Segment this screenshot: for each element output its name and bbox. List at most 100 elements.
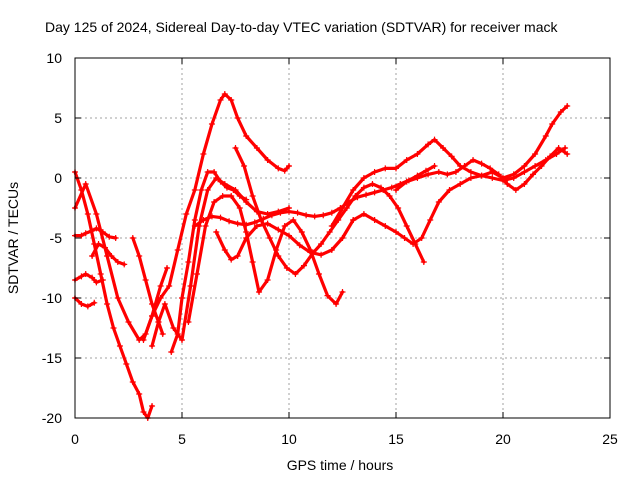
- data-point: [529, 171, 536, 178]
- data-point: [95, 241, 102, 247]
- data-point: [549, 121, 556, 127]
- data-point: [140, 409, 147, 415]
- data-point: [114, 259, 121, 265]
- data-point: [217, 214, 224, 221]
- data-point: [191, 187, 198, 193]
- data-point: [191, 223, 198, 229]
- x-axis-label: GPS time / hours: [287, 457, 394, 473]
- data-point: [136, 253, 143, 259]
- data-point: [352, 193, 359, 199]
- data-point: [393, 187, 399, 193]
- data-point: [296, 242, 303, 249]
- y-tick-labels: -20 -15 -10 -5 0 5 10: [42, 50, 62, 426]
- data-point: [253, 145, 260, 151]
- data-point: [294, 209, 301, 216]
- data-point: [116, 343, 123, 349]
- data-point: [243, 235, 250, 241]
- data-point: [427, 217, 434, 223]
- data-point: [555, 145, 562, 151]
- data-point: [478, 172, 485, 179]
- data-point: [99, 229, 106, 235]
- data-point: [418, 235, 425, 241]
- data-point: [286, 232, 292, 239]
- data-point: [170, 325, 177, 331]
- data-point: [298, 229, 305, 235]
- data-point: [264, 277, 271, 283]
- data-point: [234, 220, 241, 227]
- data-point: [264, 157, 271, 163]
- data-point: [510, 175, 517, 181]
- data-point: [164, 265, 171, 271]
- data-point: [425, 171, 432, 178]
- data-point: [487, 165, 494, 172]
- data-point: [129, 379, 136, 385]
- data-point: [401, 235, 408, 241]
- data-point: [101, 244, 108, 251]
- y-tick-label: -5: [50, 230, 63, 246]
- data-point: [243, 229, 250, 235]
- data-point: [89, 227, 96, 234]
- y-tick-label: -15: [42, 350, 62, 366]
- data-point: [403, 157, 410, 163]
- data-point: [198, 187, 205, 193]
- data-point: [350, 217, 357, 223]
- data-point: [217, 97, 224, 103]
- data-point: [446, 187, 453, 193]
- data-point: [243, 133, 250, 139]
- data-point: [93, 211, 100, 217]
- series-line: [73, 296, 96, 308]
- y-tick-label: -10: [42, 290, 62, 306]
- data-point: [388, 184, 395, 191]
- data-point: [157, 283, 164, 289]
- data-point: [166, 283, 173, 289]
- data-point: [266, 235, 273, 241]
- data-point: [78, 273, 85, 280]
- data-point: [452, 169, 459, 175]
- data-point: [328, 209, 335, 216]
- data-point: [360, 211, 367, 217]
- y-tick-label: 10: [46, 50, 62, 66]
- data-point: [360, 175, 367, 181]
- data-point: [226, 218, 233, 225]
- data-point: [275, 226, 282, 233]
- y-tick-label: 5: [54, 110, 62, 126]
- data-point: [403, 178, 410, 185]
- data-point: [211, 169, 218, 175]
- data-point: [219, 193, 226, 199]
- data-point: [538, 163, 545, 169]
- data-point: [281, 223, 288, 229]
- data-point: [93, 279, 100, 286]
- series-trace-16: [350, 145, 569, 247]
- series-trace-6: [89, 241, 128, 268]
- data-point: [495, 171, 502, 178]
- data-point: [140, 337, 147, 343]
- data-point: [78, 232, 85, 239]
- data-point: [256, 289, 263, 295]
- data-point: [211, 199, 218, 205]
- data-point: [386, 193, 393, 199]
- series-trace-13: [213, 217, 357, 263]
- data-point: [208, 213, 215, 220]
- data-point: [249, 259, 256, 265]
- series-trace-9: [149, 175, 292, 349]
- data-point: [185, 259, 192, 265]
- data-point: [521, 181, 528, 187]
- data-point: [125, 319, 132, 325]
- data-point: [213, 229, 220, 235]
- data-point: [461, 163, 468, 169]
- data-point: [221, 91, 228, 97]
- data-point: [149, 301, 156, 307]
- data-point: [161, 301, 168, 307]
- data-point: [258, 217, 265, 223]
- data-point: [264, 220, 271, 227]
- data-point: [268, 212, 275, 219]
- data-point: [228, 97, 235, 103]
- data-point: [253, 223, 260, 229]
- series-trace-15: [328, 103, 571, 229]
- data-point: [564, 103, 571, 109]
- data-point: [369, 181, 376, 187]
- x-tick-label: 25: [602, 431, 618, 447]
- series-trace-1: [72, 169, 156, 421]
- data-point: [448, 153, 455, 160]
- data-point: [204, 169, 211, 175]
